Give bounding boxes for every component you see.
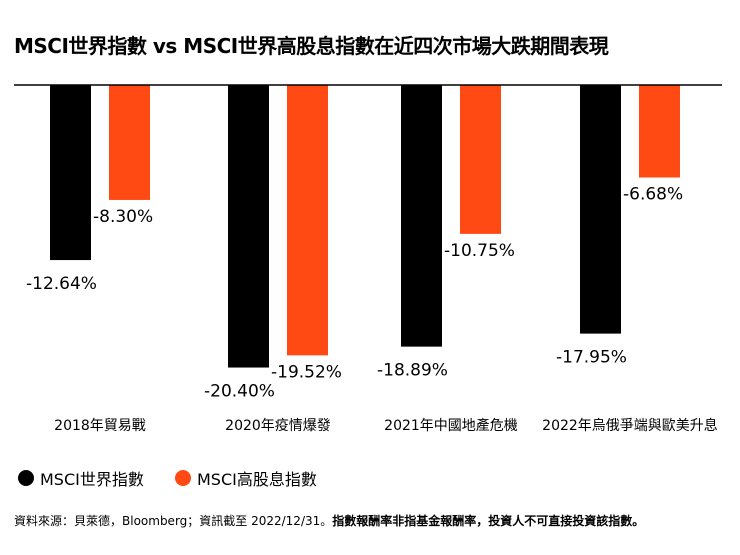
footer-note: 資料來源：貝萊德，Bloomberg；資訊截至 2022/12/31。指數報酬率… <box>14 512 644 529</box>
category-label: 2020年疫情爆發 <box>225 418 331 434</box>
data-label: -18.89% <box>377 361 448 381</box>
bar <box>401 85 442 347</box>
data-label: -8.30% <box>93 207 153 227</box>
disclaimer-text: 指數報酬率非指基金報酬率，投資人不可直接投資該指數。 <box>332 514 645 528</box>
legend-item-msci-world: MSCI世界指數 <box>18 466 144 490</box>
plot-area: -12.64% -8.30% 2018年貿易戰 -20.40%-19.52% 2020年… <box>14 84 722 434</box>
legend-item-msci-high-dividend: MSCI高股息指數 <box>175 466 317 490</box>
data-label: -10.75% <box>444 241 515 261</box>
bar <box>639 85 680 178</box>
category-label: 2021年中國地產危機 <box>384 417 518 434</box>
legend-swatch <box>18 470 34 486</box>
legend-label: MSCI高股息指數 <box>197 470 317 489</box>
data-label: -20.40% <box>204 382 275 402</box>
bar <box>50 85 91 261</box>
category-label: 2022年烏俄爭端與歐美升息 <box>542 417 718 434</box>
legend-label: MSCI世界指數 <box>40 470 144 489</box>
data-label: -19.52% <box>271 362 342 382</box>
bar <box>228 85 269 368</box>
bar <box>460 85 501 234</box>
bar <box>287 85 328 356</box>
data-label: -17.95% <box>556 348 627 368</box>
data-label: -6.68% <box>623 185 683 205</box>
category-label: 2018年貿易戰 <box>54 418 146 434</box>
chart-title: MSCI世界指數 vs MSCI世界高股息指數在近四次市場大跌期間表現 <box>14 34 609 58</box>
bar <box>580 85 621 334</box>
data-label: -12.64% <box>26 274 97 294</box>
source-text: 資料來源：貝萊德，Bloomberg；資訊截至 2022/12/31。 <box>14 514 333 528</box>
bar <box>109 85 150 200</box>
legend-swatch <box>175 470 191 486</box>
